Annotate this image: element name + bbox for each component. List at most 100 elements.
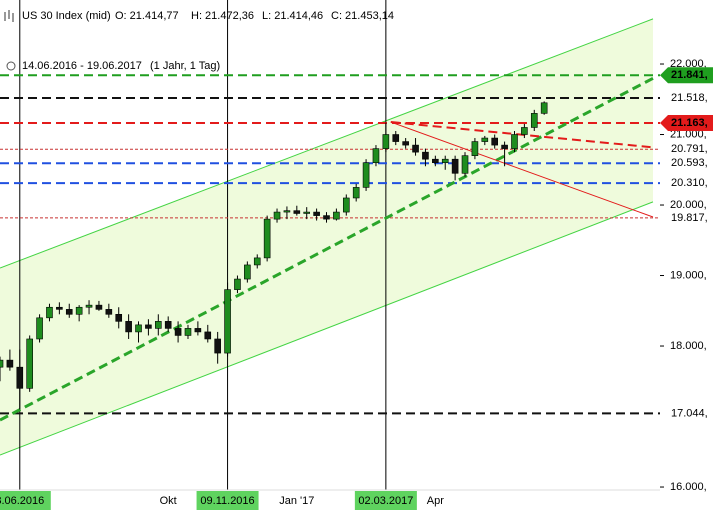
candle-body — [293, 210, 301, 214]
y-tick-label: 16.000, — [670, 481, 707, 493]
candle-body — [155, 321, 162, 329]
ohlc-open: O: 21.414,77 — [115, 10, 179, 22]
candle-body — [412, 144, 419, 153]
ohlc-high: H: 21.472,36 — [191, 10, 254, 22]
level-label: 21.163, — [671, 117, 708, 129]
candle-body — [402, 141, 409, 146]
candle-body — [392, 134, 400, 142]
candle-body — [461, 155, 469, 174]
candle-body — [115, 313, 123, 322]
level-label-bg — [668, 406, 713, 421]
x-tick-label: 02.03.2017 — [358, 495, 413, 507]
candle-body — [362, 162, 370, 188]
candle-body — [342, 197, 350, 213]
candle-body — [323, 215, 330, 220]
candle-body — [0, 359, 4, 368]
instrument-title: US 30 Index (mid) — [22, 10, 111, 22]
ohlc-low: L: 21.414,46 — [262, 10, 323, 22]
candle-body — [530, 113, 538, 128]
level-label-box — [660, 115, 713, 132]
level-label: 19.817, — [671, 212, 708, 224]
trend-line — [390, 121, 654, 218]
level-label-box — [660, 67, 713, 84]
candle-body — [6, 359, 14, 368]
x-tick-label: Jan '17 — [279, 495, 314, 507]
candle-body — [481, 137, 489, 142]
candle-body — [16, 366, 24, 389]
candle-body — [491, 137, 498, 146]
ohlc-close: C: 21.453,14 — [331, 10, 394, 22]
candle-body — [451, 158, 459, 174]
candle-body — [263, 218, 271, 259]
candle-body — [65, 309, 73, 315]
y-tick-label: 18.000, — [670, 340, 707, 352]
candle-body — [184, 328, 192, 336]
candle-body — [125, 321, 132, 333]
chart-icon — [4, 10, 14, 22]
candle-body — [273, 211, 281, 220]
candle-body — [56, 306, 63, 310]
candle-body — [422, 151, 429, 160]
candle-body — [244, 264, 251, 280]
candle-body — [194, 328, 202, 333]
x-tick-box — [354, 491, 417, 510]
level-label-bg — [668, 210, 713, 225]
candle-body — [540, 102, 548, 114]
candle-body — [26, 338, 33, 389]
candle-body — [85, 304, 93, 308]
candle-body — [333, 211, 340, 220]
channel-fill — [0, 18, 653, 456]
period: (1 Jahr, 1 Tag) — [150, 60, 220, 72]
x-tick-label: Okt — [160, 495, 177, 507]
candle-body — [511, 134, 518, 149]
candle-body — [372, 148, 380, 164]
candle-body — [46, 306, 53, 319]
candle-body — [303, 211, 311, 214]
candle-body — [521, 127, 528, 135]
level-label-bg — [668, 176, 713, 191]
level-label: 21.841, — [671, 69, 708, 81]
level-label: 20.310, — [671, 177, 708, 189]
candle-body — [145, 324, 152, 329]
candle-body — [36, 317, 43, 340]
candle-body — [441, 158, 449, 164]
channel-line — [0, 18, 654, 269]
candle-body — [174, 328, 182, 336]
x-tick-label: Apr — [427, 495, 444, 507]
level-label-bg — [668, 90, 713, 105]
candle-body — [135, 324, 142, 333]
x-tick-label: 09.11.2016 — [200, 495, 254, 507]
candle-body — [501, 144, 508, 149]
level-label: 17.044, — [671, 407, 708, 419]
trend-line — [0, 76, 654, 422]
candle-body — [313, 211, 320, 216]
candle-body — [95, 304, 103, 310]
channel-line — [0, 201, 654, 456]
level-label-bg — [668, 142, 713, 157]
candle-body — [352, 187, 360, 199]
candle-body — [75, 306, 83, 315]
candle-body — [164, 321, 172, 329]
candle-body — [471, 141, 479, 156]
date-range: 14.06.2016 - 19.06.2017 — [22, 60, 142, 72]
level-label: 20.791, — [671, 143, 708, 155]
level-label: 20.593, — [671, 157, 708, 169]
level-label-bg — [668, 156, 713, 171]
candle-body — [234, 278, 241, 290]
candle-body — [204, 331, 212, 340]
y-tick-label: 20.000, — [670, 199, 707, 211]
x-tick-box — [0, 491, 51, 510]
x-tick-label: 8.06.2016 — [0, 495, 44, 507]
range-icon — [6, 61, 16, 71]
level-label: 21.518, — [671, 92, 708, 104]
header: US 30 Index (mid) O: 21.414,77 H: 21.472… — [4, 10, 394, 72]
candle-body — [283, 210, 291, 213]
x-tick-box — [196, 491, 259, 510]
candle-body — [224, 289, 231, 354]
y-tick-label: 22.000, — [670, 58, 707, 70]
candle-body — [432, 158, 439, 164]
candle-body — [382, 134, 390, 149]
y-tick-label: 21.000, — [670, 128, 707, 140]
candle-body — [253, 257, 261, 266]
